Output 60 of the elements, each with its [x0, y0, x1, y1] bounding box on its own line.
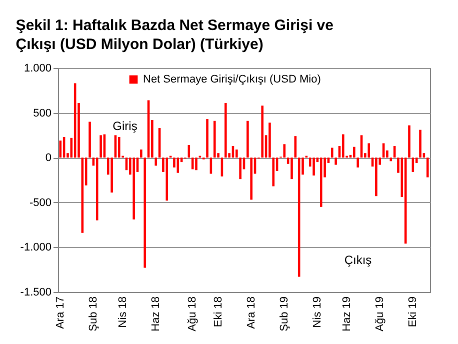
bar [334, 158, 337, 165]
bar [100, 135, 102, 158]
bar [356, 158, 359, 168]
x-tick-label: Şub 19 [278, 296, 290, 332]
y-tick-label: -500 [29, 196, 52, 209]
bar [154, 158, 158, 166]
bar [246, 120, 249, 158]
bar [268, 122, 271, 158]
bar [236, 150, 238, 158]
bar [110, 158, 113, 193]
y-tick-label: -1.500 [20, 286, 52, 298]
y-tick-label: 1.000 [24, 62, 52, 74]
bar [118, 136, 120, 158]
y-tick-label: 500 [33, 107, 52, 120]
legend-label: Net Sermaye Girişi/Çıkışı (USD Mio) [143, 74, 321, 86]
x-tick-label: Nis 18 [116, 296, 129, 328]
x-tick-label: Ara 18 [245, 296, 258, 329]
bar [342, 134, 344, 158]
x-tick-label: Ağu 18 [186, 296, 199, 332]
bar [144, 158, 146, 268]
bar [419, 130, 422, 158]
x-tick-label: Ara 17 [54, 296, 66, 329]
bar [408, 125, 410, 158]
bar [426, 158, 429, 178]
bar [353, 146, 356, 158]
bar [312, 158, 315, 176]
bar [390, 158, 392, 162]
bar [375, 158, 378, 196]
annotation: Giriş [112, 119, 138, 133]
bar [368, 143, 370, 158]
bar [330, 148, 334, 158]
chart-title: Şekil 1: Haftalık Bazda Net Sermaye Girişi ve Çıkışı (USD Milyon Dolar) (Türkiye) [16, 17, 334, 53]
x-tick-label: Ağu 19 [374, 296, 386, 332]
bar [132, 158, 135, 220]
bar [195, 158, 198, 170]
bar [206, 119, 208, 158]
bar [176, 158, 180, 173]
bar [166, 158, 168, 201]
y-tick-label: -1.000 [20, 242, 52, 254]
bar [88, 122, 91, 158]
bar [320, 158, 322, 207]
y-tick-label: 0 [45, 152, 52, 164]
x-tick-label: Eki 18 [212, 296, 224, 328]
x-tick-label: Haz 18 [150, 296, 162, 332]
bar [261, 106, 264, 158]
x-tick-label: Şub 18 [87, 296, 100, 332]
bar [239, 158, 242, 180]
bar [224, 102, 227, 158]
bar [272, 158, 275, 186]
bar [140, 150, 142, 158]
bar [96, 158, 98, 220]
bar [283, 144, 286, 158]
x-tick-label: Nis 19 [311, 296, 324, 328]
x-tick-label: Haz 19 [340, 296, 353, 332]
bar [213, 120, 216, 158]
bar [290, 158, 293, 180]
annotation: Çıkış [344, 253, 372, 267]
x-tick-label: Eki 19 [406, 296, 419, 328]
bar [250, 158, 252, 200]
bar [59, 140, 62, 158]
